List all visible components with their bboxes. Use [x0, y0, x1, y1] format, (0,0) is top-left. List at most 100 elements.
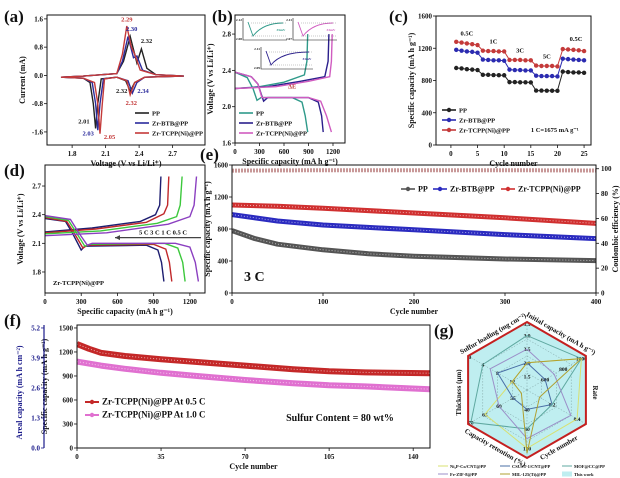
data-point	[454, 47, 459, 53]
data-point	[549, 73, 555, 79]
data-point	[544, 88, 549, 93]
y-tick-label: 600	[63, 396, 74, 404]
plot-frame	[44, 164, 206, 294]
x-tick-label: 0	[230, 298, 234, 306]
legend-item: PP	[442, 108, 467, 115]
data-point	[517, 80, 523, 85]
annotation-label: 0.5C	[570, 36, 583, 43]
data-point	[539, 73, 544, 79]
x-tick-label: 1.8	[68, 150, 77, 158]
radar-tick-label: 80	[524, 427, 530, 433]
legend-item: Zr-TCPP(Ni)@PP	[442, 128, 510, 135]
series-pp	[235, 71, 309, 133]
plot-frame	[234, 14, 346, 144]
chart-f: 0 35 70 105 140 0 300 600 900 1200 1500 Cycle numbe…	[15, 324, 431, 471]
data-point	[517, 67, 523, 73]
legend-label: PP	[152, 111, 160, 118]
data-point	[501, 58, 507, 63]
legend-item: Zr-BTB@PP	[239, 121, 292, 128]
data-point	[533, 73, 539, 78]
data-point	[501, 73, 507, 78]
legend-item: MOF@CC@PP	[562, 464, 605, 469]
y-axis-label: Current (mA)	[18, 56, 27, 104]
data-point	[496, 72, 502, 78]
x-tick-label: 300	[254, 148, 265, 156]
data-point	[459, 40, 464, 45]
x-tick-label: 600	[279, 148, 290, 156]
y2-tick-label: 20	[601, 265, 609, 273]
series-1-c-charge	[45, 176, 183, 235]
y-tick-label: 0	[429, 142, 433, 150]
series-zr-tcpp-ni-pp	[235, 71, 333, 133]
series-pp-charge	[235, 34, 309, 90]
annotation-label: 2.32	[141, 38, 152, 45]
radar-tick-label: 0	[469, 355, 472, 361]
data-point	[470, 42, 475, 47]
y-tick-label: 1.6	[34, 15, 43, 23]
data-point	[533, 88, 539, 93]
annotation-label: 2.32	[116, 88, 127, 95]
annotation-label: 2.29	[121, 17, 133, 24]
radar-tick-label: 0.4	[574, 417, 581, 423]
data-point	[576, 70, 581, 75]
data-point	[459, 66, 464, 71]
legend-label: Zr-TCPP(Ni)@PP At 0.5 C	[102, 397, 206, 407]
x-tick-label: 300	[500, 298, 511, 306]
inset-gap-label: 35mV	[277, 28, 286, 32]
series-zr-tcpp-ni-pp-markers	[232, 204, 596, 224]
plot-area	[454, 39, 587, 94]
data-point	[549, 63, 555, 69]
data-point	[571, 70, 576, 75]
legend-marker	[89, 399, 95, 405]
data-point	[485, 72, 491, 78]
radar-tick-label: 40	[524, 407, 530, 413]
data-point	[555, 88, 560, 94]
data-point	[475, 50, 480, 55]
data-point	[464, 49, 470, 54]
legend-label: MIL-125(Ti)@PP	[512, 472, 546, 477]
inset-axes	[242, 18, 287, 41]
x-tick-label: 2.7	[168, 150, 177, 158]
data-point	[571, 47, 576, 53]
x-tick-label: 0	[449, 150, 453, 158]
plot-frame	[435, 15, 592, 146]
annotation-label: 2.03	[83, 131, 95, 138]
radar-series-fe-zif-8-pp	[489, 348, 572, 440]
data-point	[491, 48, 496, 54]
legend-item: Fe-ZIF-8@PP	[438, 472, 477, 477]
radar-axis	[468, 389, 528, 425]
legend-label: PP	[418, 185, 428, 194]
legend-item: PP	[135, 111, 160, 118]
radar-tick-label: 1.5	[524, 374, 531, 380]
areal-tick-label: 2.6	[31, 384, 40, 392]
legend-item: Zr-BTB@PP	[442, 118, 495, 125]
data-point	[576, 57, 581, 63]
data-point	[454, 39, 459, 44]
data-point	[512, 79, 518, 85]
legend-label: MOF@CC@PP	[574, 464, 605, 469]
radar-series-csust-1-cnt-pp	[496, 362, 553, 410]
y-tick-label: 400	[218, 258, 229, 266]
rate-label: 3 C	[244, 270, 265, 285]
data-point	[485, 57, 491, 63]
legend-label: Zr-BTB@PP	[459, 118, 495, 125]
x-tick-label: 70	[242, 453, 250, 461]
data-point	[470, 67, 475, 72]
data-point	[491, 58, 496, 63]
series-zr-tcpp-ni-pp-at-0-5-c-markers	[77, 343, 430, 374]
data-point	[565, 56, 571, 62]
y-tick-label: 1600	[214, 162, 229, 170]
legend-item: MIL-125(Ti)@PP	[500, 472, 546, 477]
y-tick-label: 1.8	[32, 268, 41, 276]
x-tick-label: 2.4	[135, 150, 144, 158]
radar-tick-label: 3.5	[524, 322, 531, 328]
data-point	[459, 48, 464, 53]
y-tick-label: 900	[63, 372, 74, 380]
radar-tick-label: 55	[510, 396, 516, 402]
series-0-5-c	[45, 214, 200, 282]
annotation-label: 2.34	[137, 88, 149, 95]
chart-b: 0 300 600 900 1200 1.6 2.0 2.4 2.8 Specific capac…	[206, 14, 346, 166]
